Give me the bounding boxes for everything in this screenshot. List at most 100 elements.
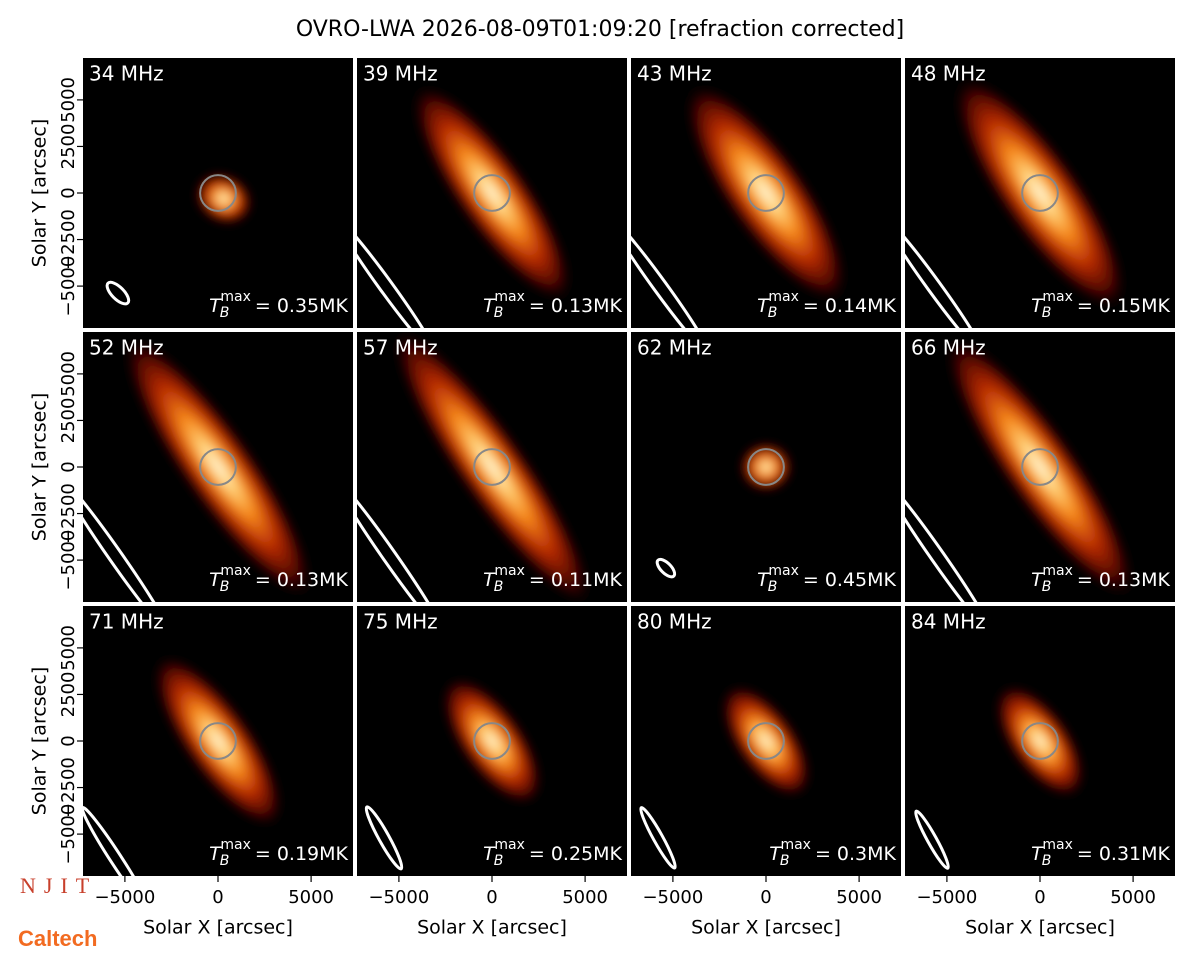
tb-symbol: T — [769, 843, 782, 865]
x-axis-label: Solar X [arcsec] — [143, 917, 293, 939]
y-tick-label: 5000 — [58, 351, 79, 397]
panel: 80 MHz TBmax = 0.3MK — [631, 606, 901, 876]
tb-max-annotation: TBmax = 0.25MK — [483, 837, 622, 869]
panel: 43 MHz TBmax = 0.14MK — [631, 58, 901, 328]
tb-value: = 0.19MK — [255, 843, 349, 865]
tb-value: = 0.35MK — [255, 295, 349, 317]
x-tick-label: −5000 — [368, 887, 429, 908]
panel: 71 MHz TBmax = 0.19MK — [83, 606, 353, 876]
beam — [905, 478, 993, 602]
x-tick-label: −5000 — [94, 887, 155, 908]
solar-disk — [199, 722, 237, 760]
source-emission — [392, 332, 592, 602]
frequency-label: 66 MHz — [911, 336, 986, 360]
tb-sup: max — [1042, 289, 1073, 305]
tb-symbol: T — [483, 843, 496, 865]
source-emission — [195, 172, 253, 225]
y-tick-label: 0 — [58, 461, 79, 472]
beam — [364, 805, 404, 871]
panel: 84 MHz TBmax = 0.31MK — [905, 606, 1175, 876]
y-tick-label: 5000 — [58, 625, 79, 671]
tb-value: = 0.15MK — [1077, 295, 1171, 317]
source-emission — [411, 84, 573, 302]
beam — [631, 216, 711, 328]
panel: 75 MHz TBmax = 0.25MK — [357, 606, 627, 876]
tb-max-annotation: TBmax = 0.15MK — [1031, 289, 1170, 321]
tb-sub: B — [768, 579, 778, 595]
tb-max-annotation: TBmax = 0.31MK — [1031, 837, 1170, 869]
tb-value: = 0.14MK — [803, 295, 897, 317]
tb-value: = 0.31MK — [1077, 843, 1171, 865]
tb-symbol: T — [757, 295, 770, 317]
tb-sup: max — [780, 837, 811, 853]
solar-disk — [473, 174, 511, 212]
solar-disk — [1021, 174, 1059, 212]
tb-value: = 0.13MK — [529, 295, 623, 317]
source-emission — [153, 654, 283, 828]
y-tick-label: 2500 — [58, 124, 79, 170]
tb-symbol: T — [1031, 843, 1044, 865]
y-axis-label: Solar Y [arcsec] — [29, 119, 51, 267]
frequency-label: 71 MHz — [89, 610, 164, 634]
tb-sub: B — [494, 305, 504, 321]
y-tick-label: 0 — [58, 187, 79, 198]
tb-symbol: T — [1031, 295, 1044, 317]
panel: 66 MHz TBmax = 0.13MK — [905, 332, 1175, 602]
tb-max-annotation: TBmax = 0.45MK — [757, 563, 896, 595]
frequency-label: 62 MHz — [637, 336, 712, 360]
tb-symbol: T — [209, 843, 222, 865]
tb-sub: B — [1042, 305, 1052, 321]
x-tick-label: 0 — [212, 887, 223, 908]
x-tick-label: −5000 — [916, 887, 977, 908]
frequency-label: 75 MHz — [363, 610, 438, 634]
tb-symbol: T — [757, 569, 770, 591]
tb-sup: max — [494, 289, 525, 305]
frequency-label: 80 MHz — [637, 610, 712, 634]
panel: 57 MHz TBmax = 0.11MK — [357, 332, 627, 602]
logo-caltech: Caltech — [18, 926, 97, 951]
beam — [639, 806, 677, 870]
tb-symbol: T — [209, 569, 222, 591]
tb-sup: max — [768, 563, 799, 579]
y-tick-label: −5000 — [58, 530, 79, 591]
tb-max-annotation: TBmax = 0.11MK — [483, 563, 622, 595]
solar-disk — [473, 722, 511, 760]
x-tick-label: 5000 — [836, 887, 882, 908]
source-emission — [944, 335, 1136, 599]
tb-sub: B — [220, 853, 230, 869]
tb-symbol: T — [209, 295, 222, 317]
y-axis-label: Solar Y [arcsec] — [29, 667, 51, 815]
tb-sub: B — [220, 305, 230, 321]
tb-symbol: T — [483, 295, 496, 317]
tb-sup: max — [494, 837, 525, 853]
frequency-label: 84 MHz — [911, 610, 986, 634]
tb-value: = 0.3MK — [815, 843, 897, 865]
frequency-label: 34 MHz — [89, 62, 164, 86]
tb-sub: B — [1042, 579, 1052, 595]
y-tick-label: −2500 — [58, 209, 79, 270]
tb-sup: max — [220, 563, 251, 579]
tb-sup: max — [1042, 563, 1073, 579]
x-tick-label: 0 — [760, 887, 771, 908]
solar-disk — [1021, 448, 1059, 486]
tb-sub: B — [768, 305, 778, 321]
solar-disk — [1021, 722, 1059, 760]
tb-max-annotation: TBmax = 0.19MK — [209, 837, 348, 869]
y-tick-label: −5000 — [58, 804, 79, 865]
beam — [357, 478, 445, 602]
tb-value: = 0.25MK — [529, 843, 623, 865]
frequency-label: 43 MHz — [637, 62, 712, 86]
tb-max-annotation: TBmax = 0.35MK — [209, 289, 348, 321]
x-tick-label: 5000 — [562, 887, 608, 908]
beam — [83, 478, 171, 602]
source-emission — [442, 677, 542, 805]
y-tick-label: −5000 — [58, 256, 79, 317]
x-axis-label: Solar X [arcsec] — [965, 917, 1115, 939]
frequency-label: 39 MHz — [363, 62, 438, 86]
tb-max-annotation: TBmax = 0.13MK — [209, 563, 348, 595]
tb-max-annotation: TBmax = 0.13MK — [1031, 563, 1170, 595]
beam — [905, 216, 985, 328]
tb-sub: B — [1042, 853, 1052, 869]
tb-sup: max — [220, 837, 251, 853]
